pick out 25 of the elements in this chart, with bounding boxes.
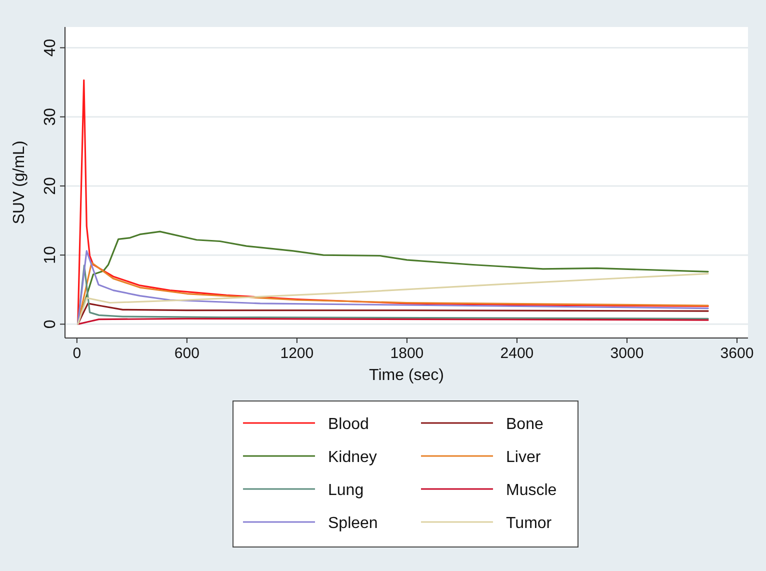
x-tick-label: 1200 xyxy=(280,345,314,362)
x-tick-label: 3600 xyxy=(720,345,754,362)
y-tick-label: 30 xyxy=(42,108,59,126)
x-axis-title: Time (sec) xyxy=(369,367,444,384)
legend-label: Muscle xyxy=(506,482,557,499)
line-series xyxy=(77,79,709,325)
x-tick-label: 2400 xyxy=(500,345,534,362)
line-series xyxy=(77,250,709,325)
legend-label: Liver xyxy=(506,449,542,466)
legend-label: Blood xyxy=(328,416,369,433)
legend-label: Kidney xyxy=(328,449,377,466)
x-tick-label: 3000 xyxy=(610,345,644,362)
y-tick-label: 20 xyxy=(42,176,59,195)
legend-label: Tumor xyxy=(506,515,552,532)
x-tick-label: 0 xyxy=(72,345,82,362)
y-tick-label: 40 xyxy=(42,38,59,57)
line-series xyxy=(77,302,709,325)
legend-label: Bone xyxy=(506,416,544,433)
x-tick-label: 600 xyxy=(174,345,200,362)
y-tick-label: 0 xyxy=(42,320,59,329)
y-axis-title: SUV (g/mL) xyxy=(11,140,28,224)
legend-label: Lung xyxy=(328,482,364,499)
y-tick-label: 10 xyxy=(42,246,59,264)
x-tick-label: 1800 xyxy=(390,345,424,362)
legend-label: Spleen xyxy=(328,515,378,532)
